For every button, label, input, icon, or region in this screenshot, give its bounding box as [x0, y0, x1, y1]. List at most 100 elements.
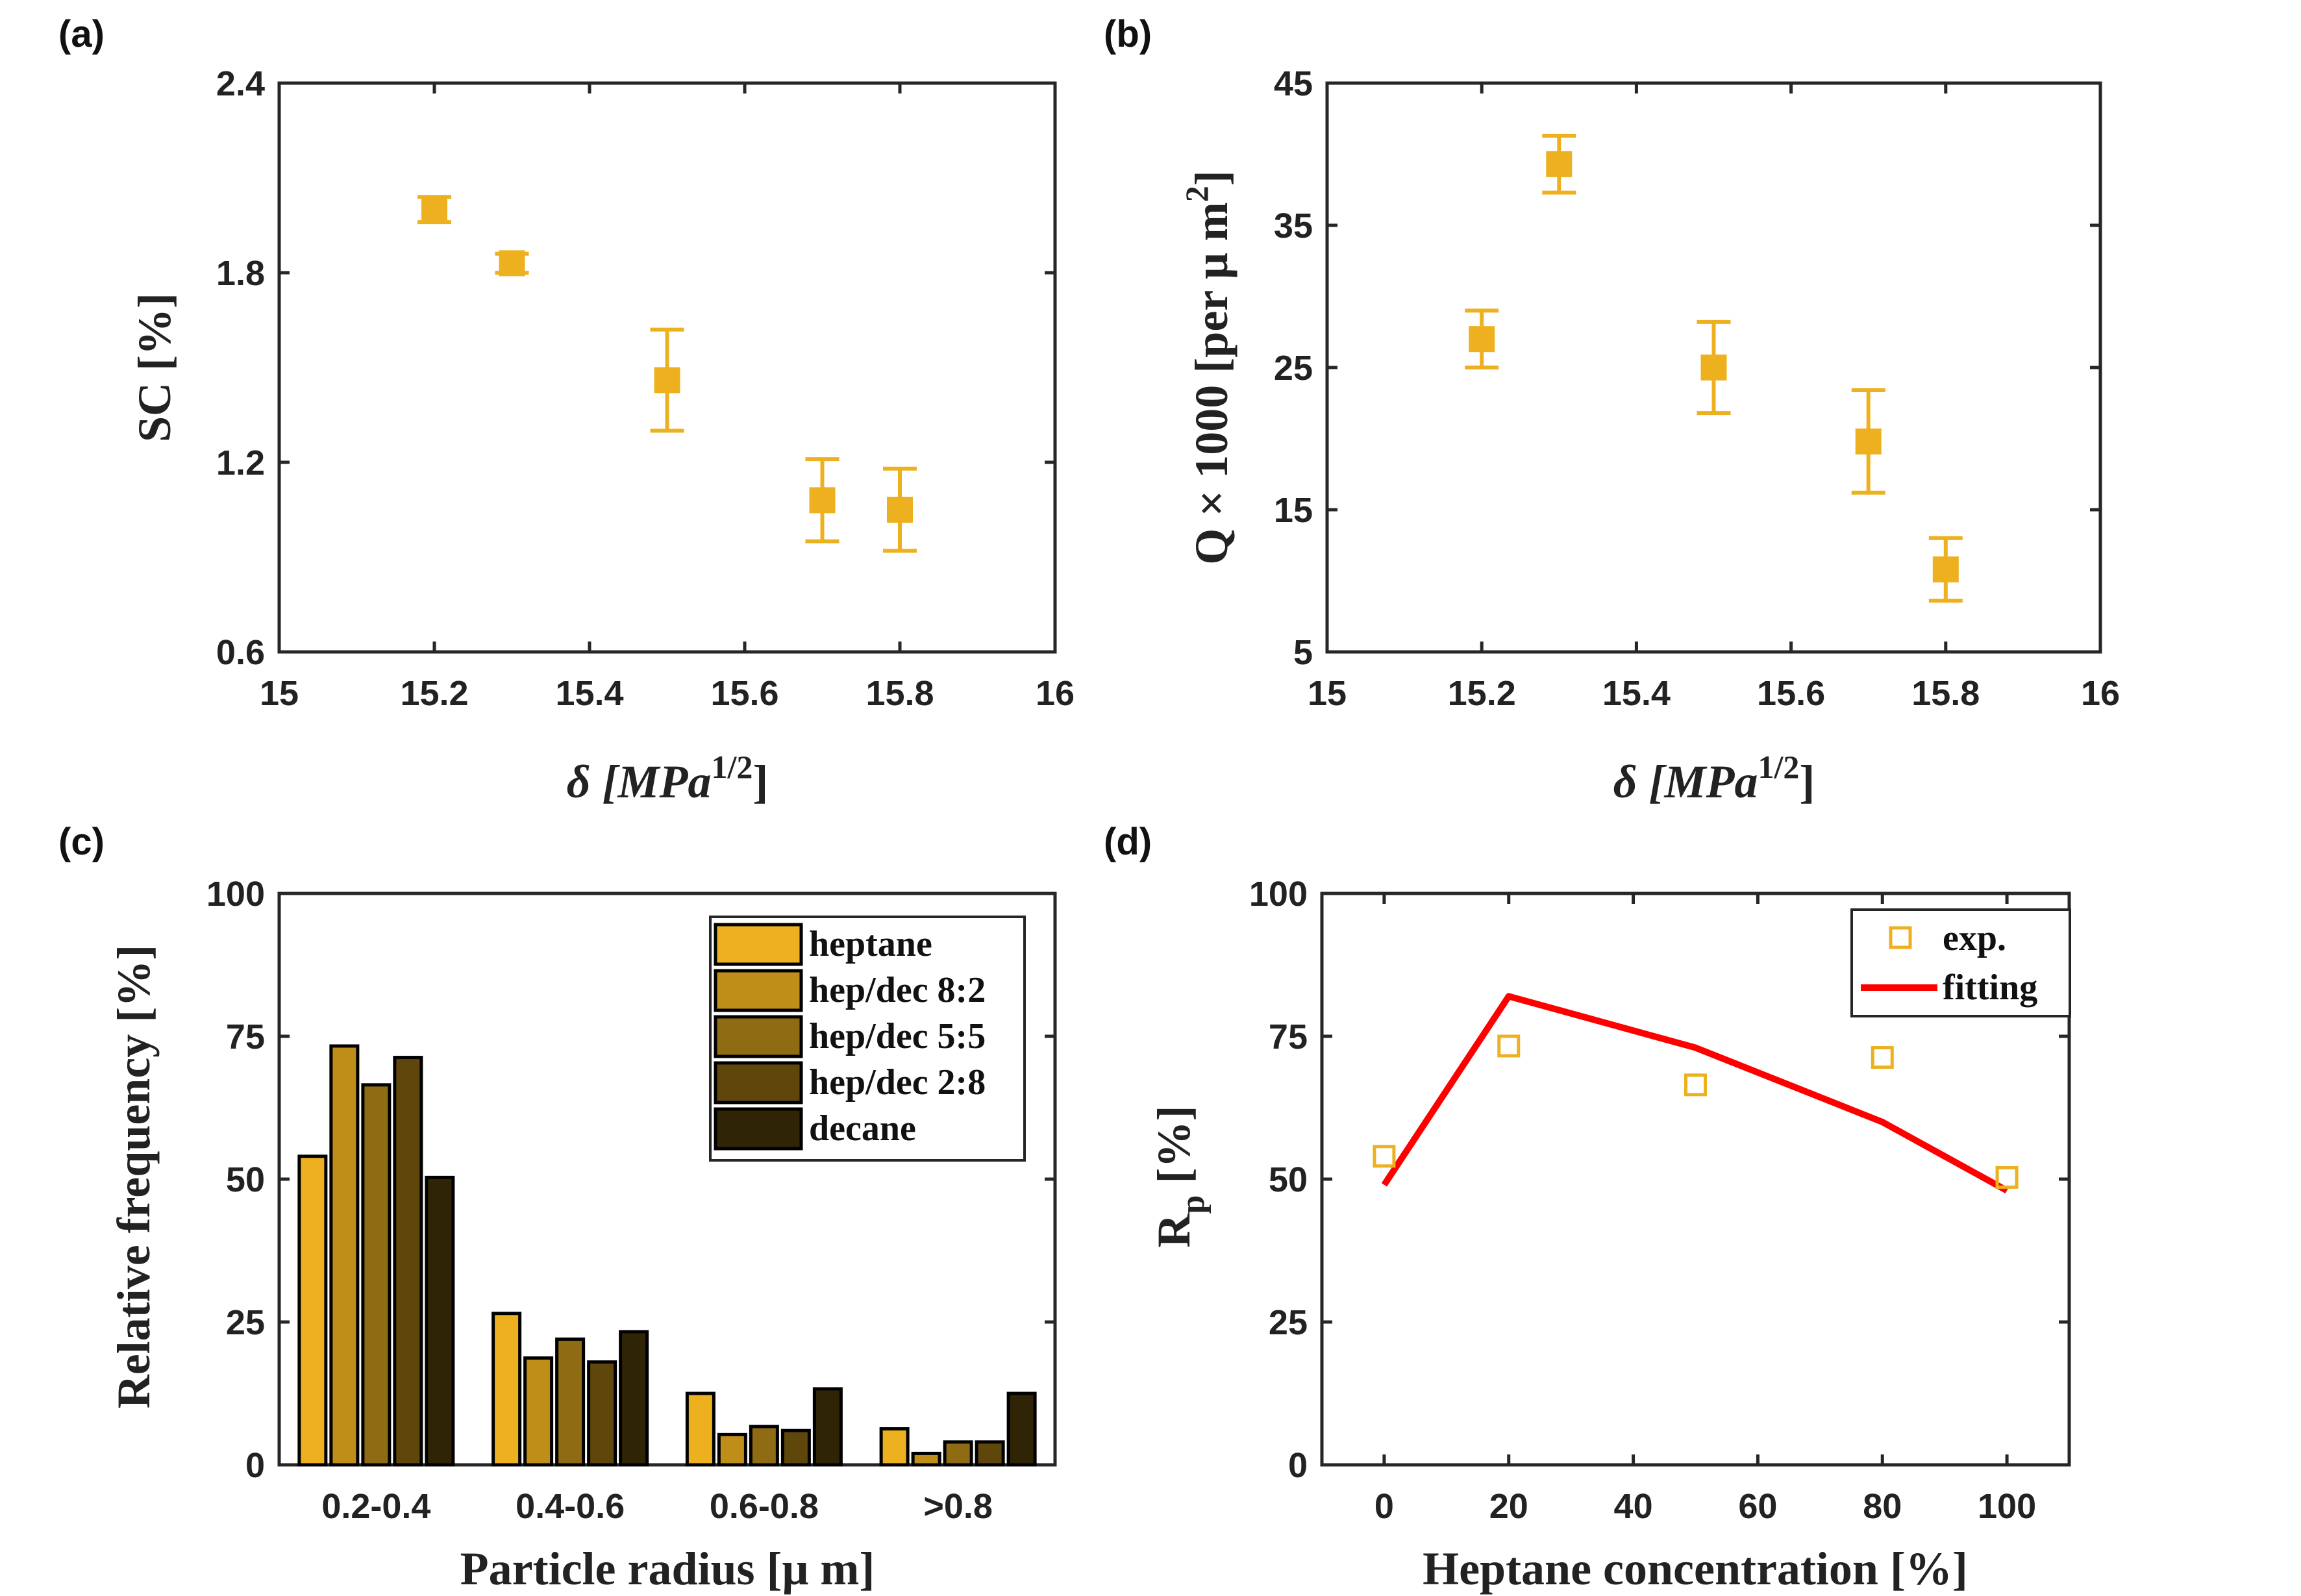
a-xtick-label: 15.4: [555, 674, 623, 713]
panel-d-ylabel-sub: p: [1175, 1195, 1212, 1214]
panel-a-xlabel-sup: 1/2: [711, 749, 752, 785]
c-xtick-label: >0.8: [923, 1487, 993, 1526]
b-ytick-label: 45: [1274, 64, 1313, 103]
a-data-point: [421, 196, 447, 223]
c-bar: [491, 1312, 522, 1467]
panel-a-chart: (a) 0.6 1.2 1.8 2.4 15 15.2 15.4 15.6 15.8 16 δ […: [58, 13, 1075, 808]
panel-a-axes: [277, 81, 1057, 654]
panel-d-legend: exp. fitting: [1850, 908, 2071, 1017]
b-xtick-label: 15.2: [1448, 674, 1516, 713]
b-xtick-label: 15.6: [1757, 674, 1825, 713]
a-xtick-label: 15.6: [710, 674, 778, 713]
b-data-point: [1469, 326, 1495, 353]
c-bar: [555, 1337, 586, 1467]
b-xtick-label: 15.8: [1911, 674, 1980, 713]
c-legend-label: hep/dec 8:2: [809, 970, 986, 1010]
panel-c-label: (c): [58, 821, 105, 863]
panel-d-xlabel: Heptane concentration [%]: [1423, 1543, 1968, 1595]
d-ytick-label: 75: [1269, 1017, 1308, 1056]
panel-b-marks: [1465, 134, 1963, 603]
d-xtick-label: 60: [1738, 1487, 1777, 1526]
c-bar: [975, 1440, 1005, 1467]
d-exp-point: [1871, 1046, 1894, 1069]
d-xtick-label: 20: [1489, 1487, 1528, 1526]
panel-a-tick-labels: 0.6 1.2 1.8 2.4 15 15.2 15.4 15.6 15.8 16: [216, 64, 1075, 713]
b-xtick-label: 15.4: [1602, 674, 1671, 713]
panel-d-ylabel-end: [%]: [1148, 1106, 1200, 1195]
d-legend-swatch-exp: [1889, 926, 1912, 949]
a-data-point: [654, 367, 680, 393]
panel-d-tick-labels: 0 25 50 75 100 0 20 40 60 80 100: [1249, 875, 2036, 1526]
panel-c-legend: heptane hep/dec 8:2 hep/dec 5:5 hep/dec 2:8…: [709, 916, 1026, 1162]
a-ytick-label: 1.2: [216, 443, 265, 482]
c-bar: [361, 1083, 392, 1467]
a-data-point: [887, 497, 913, 523]
c-bar: [685, 1391, 715, 1467]
panel-a-xlabel: δ [MPa1/2]: [567, 749, 769, 808]
panel-d-chart: (d) 0 25 50 75 100 0 20 40 60 80 100 exp. fitting H…: [1104, 821, 2071, 1595]
b-ytick-label: 25: [1274, 349, 1313, 388]
c-bar: [812, 1387, 843, 1467]
panel-c-xlabel: Particle radius [μ m]: [460, 1543, 875, 1595]
c-bar: [329, 1044, 360, 1467]
c-bar: [879, 1427, 910, 1467]
d-ytick-label: 100: [1249, 875, 1308, 914]
b-ytick-label: 35: [1274, 206, 1313, 245]
panel-b-ylabel-end: ]: [1186, 170, 1238, 186]
c-legend-label: decane: [809, 1108, 916, 1149]
panel-d-ylabel: Rp [%]: [1148, 1106, 1212, 1248]
panel-d-ylabel-main: R: [1148, 1213, 1200, 1247]
c-bar: [911, 1451, 941, 1467]
panel-a-marks: [417, 195, 917, 553]
panel-b-xlabel: δ [MPa1/2]: [1613, 749, 1815, 808]
d-ytick-label: 50: [1269, 1160, 1308, 1199]
c-bar: [393, 1056, 423, 1467]
a-data-point: [809, 487, 836, 514]
panel-a-xlabel-end: ]: [752, 756, 768, 808]
c-ytick-label: 75: [226, 1017, 265, 1056]
c-bar: [749, 1425, 779, 1467]
a-ytick-label: 1.8: [216, 254, 265, 293]
c-legend-label: heptane: [809, 924, 932, 964]
d-legend-label-fitting: fitting: [1943, 967, 2037, 1008]
d-exp-point: [1995, 1166, 2019, 1189]
d-xtick-label: 100: [1978, 1487, 2036, 1526]
a-ytick-label: 2.4: [216, 64, 265, 103]
d-fitting-line: [1381, 993, 2009, 1193]
c-ytick-label: 50: [226, 1160, 265, 1199]
c-ytick-label: 100: [206, 875, 265, 914]
c-bar: [943, 1440, 973, 1467]
c-bar: [523, 1356, 554, 1467]
b-data-point: [1855, 428, 1882, 455]
d-xtick-label: 80: [1863, 1487, 1902, 1526]
c-ytick-label: 0: [245, 1446, 265, 1485]
a-xtick-label: 15.2: [400, 674, 468, 713]
c-legend-swatch: [714, 1015, 803, 1058]
c-legend-label: hep/dec 5:5: [809, 1016, 986, 1056]
d-xtick-label: 0: [1374, 1487, 1394, 1526]
b-xtick-label: 16: [2081, 674, 2120, 713]
d-legend-box: [1850, 908, 2071, 1017]
panel-c-tick-labels: 0 25 50 75 100 0.2-0.4 0.4-0.6 0.6-0.8 >0.8: [206, 875, 993, 1526]
d-exp-point: [1684, 1073, 1707, 1097]
c-legend-label: hep/dec 2:8: [809, 1062, 986, 1103]
panel-b-ylabel: Q × 1000 [per μ m2]: [1178, 170, 1238, 564]
panel-c-ylabel: Relative frequency [%]: [108, 945, 160, 1408]
d-xtick-label: 40: [1614, 1487, 1653, 1526]
panel-b-xlabel-end: ]: [1799, 756, 1815, 808]
panel-b-label: (b): [1104, 13, 1152, 55]
b-xtick-label: 15: [1308, 674, 1347, 713]
b-ytick-label: 5: [1293, 633, 1313, 672]
panel-b-ticks: [1325, 81, 2102, 654]
c-ytick-label: 25: [226, 1303, 265, 1342]
d-ytick-label: 25: [1269, 1303, 1308, 1342]
a-ytick-label: 0.6: [216, 633, 265, 672]
c-bar: [717, 1432, 747, 1467]
panel-a-ylabel: SC [%]: [129, 293, 180, 442]
panel-a-label: (a): [58, 13, 105, 55]
panel-b-ylabel-sup: 2: [1178, 186, 1215, 202]
a-xtick-label: 15: [260, 674, 299, 713]
